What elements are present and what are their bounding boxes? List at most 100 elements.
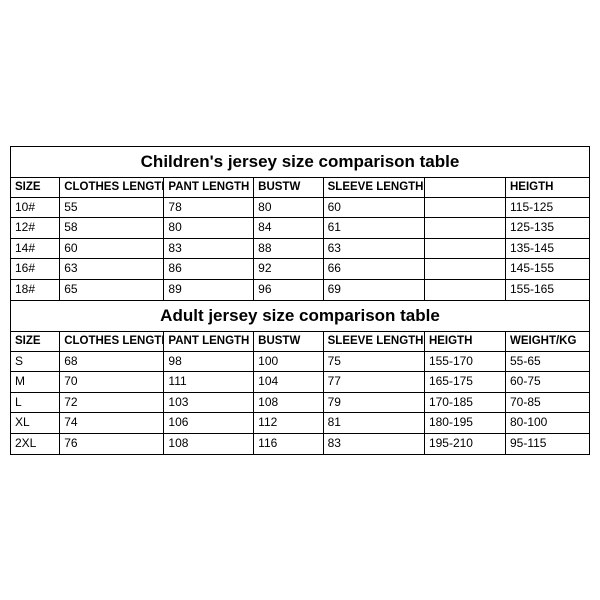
cell: 10#	[11, 197, 60, 218]
cell: 76	[60, 433, 164, 454]
cell: 70-85	[505, 392, 589, 413]
cell: 77	[323, 372, 424, 393]
cell	[424, 218, 505, 239]
adult-title-row: Adult jersey size comparison table	[11, 300, 590, 331]
cell	[424, 238, 505, 259]
cell: 88	[254, 238, 323, 259]
col-header: SIZE	[11, 331, 60, 351]
cell: 65	[60, 279, 164, 300]
cell: 115-125	[505, 197, 589, 218]
cell: 80	[254, 197, 323, 218]
cell: 89	[164, 279, 254, 300]
cell: 61	[323, 218, 424, 239]
col-header: SLEEVE LENGTH	[323, 331, 424, 351]
children-header-row: SIZE CLOTHES LENGTH PANT LENGTH BUSTW SL…	[11, 177, 590, 197]
col-header: PANT LENGTH	[164, 331, 254, 351]
cell: 125-135	[505, 218, 589, 239]
col-header: BUSTW	[254, 177, 323, 197]
cell: 63	[60, 259, 164, 280]
cell: 92	[254, 259, 323, 280]
cell	[424, 197, 505, 218]
col-header	[424, 177, 505, 197]
col-header: CLOTHES LENGTH	[60, 177, 164, 197]
children-title-row: Children's jersey size comparison table	[11, 146, 590, 177]
cell: 145-155	[505, 259, 589, 280]
table-row: XL 74 106 112 81 180-195 80-100	[11, 413, 590, 434]
cell: 165-175	[424, 372, 505, 393]
cell: 155-165	[505, 279, 589, 300]
cell: 108	[254, 392, 323, 413]
table-row: 18# 65 89 96 69 155-165	[11, 279, 590, 300]
table-row: 2XL 76 108 116 83 195-210 95-115	[11, 433, 590, 454]
cell: 100	[254, 351, 323, 372]
cell: 180-195	[424, 413, 505, 434]
table-row: L 72 103 108 79 170-185 70-85	[11, 392, 590, 413]
table-row: 16# 63 86 92 66 145-155	[11, 259, 590, 280]
table-row: 14# 60 83 88 63 135-145	[11, 238, 590, 259]
cell: 60-75	[505, 372, 589, 393]
col-header: SIZE	[11, 177, 60, 197]
cell: 95-115	[505, 433, 589, 454]
cell: M	[11, 372, 60, 393]
cell: 80	[164, 218, 254, 239]
col-header: HEIGTH	[505, 177, 589, 197]
adult-title: Adult jersey size comparison table	[11, 300, 590, 331]
col-header: WEIGHT/KG	[505, 331, 589, 351]
cell: 108	[164, 433, 254, 454]
cell: 104	[254, 372, 323, 393]
cell: 106	[164, 413, 254, 434]
children-size-table: Children's jersey size comparison table …	[10, 146, 590, 455]
cell: L	[11, 392, 60, 413]
cell: 72	[60, 392, 164, 413]
cell: 74	[60, 413, 164, 434]
cell: 12#	[11, 218, 60, 239]
cell: 55-65	[505, 351, 589, 372]
cell: 14#	[11, 238, 60, 259]
col-header: PANT LENGTH	[164, 177, 254, 197]
cell: 135-145	[505, 238, 589, 259]
cell: 83	[323, 433, 424, 454]
cell: 69	[323, 279, 424, 300]
cell: 63	[323, 238, 424, 259]
col-header: SLEEVE LENGTH	[323, 177, 424, 197]
col-header: HEIGTH	[424, 331, 505, 351]
cell: 96	[254, 279, 323, 300]
cell: 60	[60, 238, 164, 259]
size-tables: Children's jersey size comparison table …	[10, 146, 590, 455]
table-row: M 70 111 104 77 165-175 60-75	[11, 372, 590, 393]
cell: 195-210	[424, 433, 505, 454]
cell: 79	[323, 392, 424, 413]
cell: 60	[323, 197, 424, 218]
col-header: BUSTW	[254, 331, 323, 351]
cell: XL	[11, 413, 60, 434]
cell: 68	[60, 351, 164, 372]
cell: 86	[164, 259, 254, 280]
table-row: 12# 58 80 84 61 125-135	[11, 218, 590, 239]
cell: 58	[60, 218, 164, 239]
cell: 2XL	[11, 433, 60, 454]
table-row: S 68 98 100 75 155-170 55-65	[11, 351, 590, 372]
cell	[424, 259, 505, 280]
cell: 84	[254, 218, 323, 239]
cell: 55	[60, 197, 164, 218]
cell: 75	[323, 351, 424, 372]
cell: S	[11, 351, 60, 372]
cell	[424, 279, 505, 300]
adult-header-row: SIZE CLOTHES LENGTH PANT LENGTH BUSTW SL…	[11, 331, 590, 351]
cell: 112	[254, 413, 323, 434]
children-title: Children's jersey size comparison table	[11, 146, 590, 177]
table-row: 10# 55 78 80 60 115-125	[11, 197, 590, 218]
col-header: CLOTHES LENGTH	[60, 331, 164, 351]
cell: 170-185	[424, 392, 505, 413]
cell: 81	[323, 413, 424, 434]
cell: 80-100	[505, 413, 589, 434]
cell: 116	[254, 433, 323, 454]
cell: 18#	[11, 279, 60, 300]
cell: 103	[164, 392, 254, 413]
cell: 111	[164, 372, 254, 393]
cell: 83	[164, 238, 254, 259]
cell: 70	[60, 372, 164, 393]
cell: 155-170	[424, 351, 505, 372]
cell: 98	[164, 351, 254, 372]
cell: 78	[164, 197, 254, 218]
